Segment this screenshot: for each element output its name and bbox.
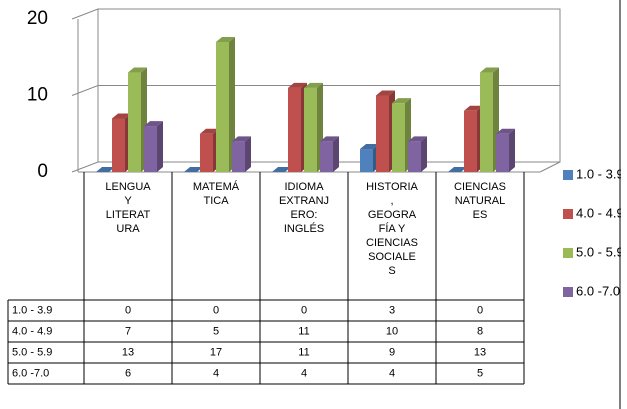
- x-tick-label: MATEMÁTICA: [192, 181, 240, 207]
- bar-front: [408, 141, 421, 172]
- table-cell: 17: [210, 346, 222, 358]
- table-cell: 11: [298, 346, 309, 358]
- table-cell: 11: [298, 325, 309, 337]
- table-row-label: 1.0 - 3.9: [12, 304, 52, 316]
- legend-swatch: [563, 287, 573, 297]
- y-tick-label: 10: [27, 85, 48, 106]
- bar-top: [184, 167, 203, 172]
- y-tick-label: 20: [27, 8, 48, 29]
- bar-side: [421, 136, 427, 172]
- table-cell: 13: [122, 346, 134, 358]
- bar-front: [304, 87, 317, 172]
- legend-swatch: [563, 170, 573, 180]
- bar-top: [408, 136, 427, 142]
- table-cell: 5: [477, 367, 483, 379]
- legend-label: 4.0 - 4.9: [576, 205, 624, 220]
- legend-swatch: [563, 248, 573, 258]
- bar-top: [480, 67, 499, 73]
- bar-top: [320, 136, 339, 142]
- floor-right: [539, 161, 561, 173]
- bar-front: [464, 110, 477, 172]
- bar: [480, 67, 499, 172]
- table-cell: 0: [301, 304, 307, 316]
- bar-top: [496, 128, 515, 134]
- table-cell: 9: [389, 346, 395, 358]
- table-cell: 5: [213, 325, 219, 337]
- bar-top: [448, 167, 467, 172]
- table-cell: 3: [389, 304, 395, 316]
- table-cell: 10: [386, 325, 398, 337]
- y-tick-label: 0: [37, 161, 48, 182]
- table-cell: 13: [474, 346, 486, 358]
- bar-side: [509, 128, 515, 172]
- bar-top: [232, 136, 251, 142]
- bar: [408, 136, 427, 172]
- table-row-label: 4.0 - 4.9: [12, 325, 52, 337]
- table-cell: 0: [125, 304, 131, 316]
- bar-side: [157, 121, 163, 172]
- bar-top: [128, 67, 147, 73]
- x-tick-label: IDIOMA EXTRANJERO: INGLÉS: [278, 181, 330, 235]
- bar-front: [128, 72, 141, 172]
- x-tick-label: LENGUA Y LITERATURA: [105, 181, 151, 235]
- bar-side: [229, 36, 235, 173]
- grid-line: [71, 8, 560, 20]
- bar-front: [112, 118, 125, 172]
- bar-top: [464, 105, 483, 111]
- bar-front: [480, 72, 493, 172]
- bar-top: [360, 144, 379, 150]
- bar-front: [200, 133, 213, 172]
- table-cell: 0: [477, 304, 483, 316]
- bar-top: [216, 36, 235, 42]
- bar: [216, 36, 235, 173]
- bar: [96, 167, 115, 172]
- bar-top: [112, 113, 131, 119]
- table-cell: 6: [125, 367, 131, 379]
- bar: [184, 167, 203, 172]
- bar-top: [392, 98, 411, 104]
- bar-top: [272, 167, 291, 172]
- table-row-label: 5.0 - 5.9: [12, 346, 52, 358]
- table-cell: 0: [213, 304, 219, 316]
- bar-front: [232, 141, 245, 172]
- table-cell: 4: [301, 367, 307, 379]
- bar-top: [288, 82, 307, 88]
- bar: [320, 136, 339, 172]
- table-cell: 7: [125, 325, 131, 337]
- bar: [448, 167, 467, 172]
- bar-front: [376, 95, 389, 172]
- legend-swatch: [563, 209, 573, 219]
- bar-front: [392, 103, 405, 172]
- bar-side: [245, 136, 251, 172]
- bar-front: [216, 41, 229, 173]
- table-cell: 4: [389, 367, 395, 379]
- bar-front: [288, 87, 301, 172]
- bar-front: [144, 126, 157, 172]
- bar-front: [320, 141, 333, 172]
- bar-top: [304, 82, 323, 88]
- bar-top: [96, 167, 115, 172]
- grid-line: [71, 85, 560, 96]
- bar-side: [333, 136, 339, 172]
- bar-front: [360, 149, 373, 172]
- table-row-label: 6.0 -7.0: [12, 367, 49, 379]
- table-cell: 4: [213, 367, 219, 379]
- bar-front: [496, 133, 509, 172]
- x-tick-label: CIENCIAS NATURALES: [454, 181, 506, 221]
- table-cell: 8: [477, 325, 483, 337]
- legend-label: 6.0 -7.0: [576, 283, 620, 298]
- bar-top: [376, 90, 395, 96]
- x-tick-label: HISTORIA, GEOGRAFÍA Y CIENCIAS SOCIALES: [366, 181, 418, 277]
- bar: [232, 136, 251, 172]
- bar: [272, 167, 291, 172]
- legend-label: 5.0 - 5.9: [576, 244, 624, 259]
- right-clip: [621, 0, 627, 409]
- bar: [496, 128, 515, 172]
- bar: [144, 121, 163, 172]
- bar-top: [144, 121, 163, 127]
- bar-top: [200, 128, 219, 134]
- legend-label: 1.0 - 3.9: [576, 166, 624, 181]
